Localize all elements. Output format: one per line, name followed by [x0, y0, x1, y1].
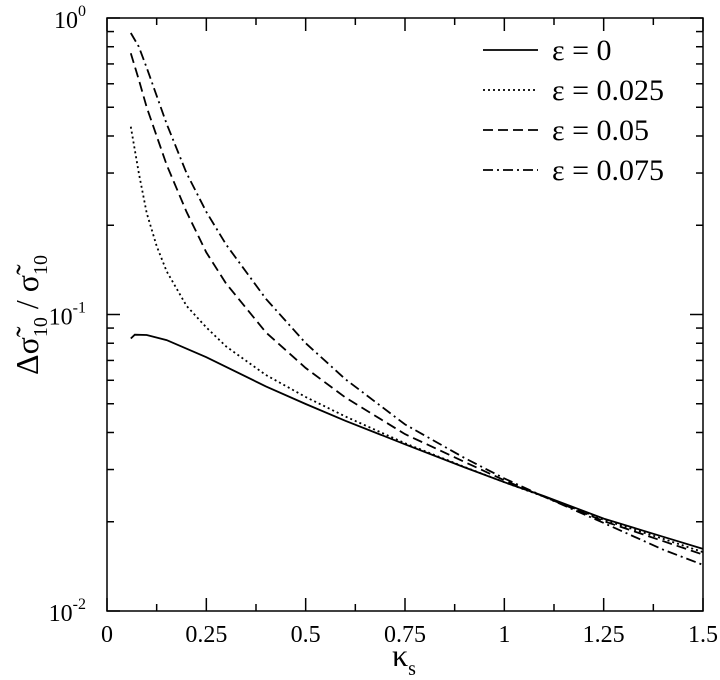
legend: ε = 0 ε = 0.025 ε = 0.05 ε = 0.075: [483, 34, 664, 187]
x-tick-label: 1: [498, 622, 510, 648]
series-group: [129, 32, 704, 566]
y-tick-label: 10-1: [49, 300, 86, 331]
legend-label: ε = 0.05: [552, 114, 649, 147]
x-tick-label: 0.5: [291, 622, 321, 648]
x-tick-label: 0.25: [185, 622, 227, 648]
axis-ticks: 0 0.25 0.5 0.75 1 1.25 1.5 10-2 10-1 100: [49, 3, 718, 648]
y-axis-label: Δσ̃10 / σ̃10: [9, 255, 52, 375]
y-tick-label: 100: [54, 3, 86, 34]
legend-label: ε = 0.075: [552, 154, 664, 187]
x-tick-label: 0.75: [384, 622, 426, 648]
x-tick-label: 1.5: [688, 622, 718, 648]
y-axis-label-sub: 10: [30, 317, 52, 337]
x-axis-label: κs: [392, 637, 416, 680]
legend-label: ε = 0: [552, 34, 612, 67]
series-line-1: [129, 126, 704, 553]
y-tick-label: 10-2: [49, 596, 86, 627]
x-axis-label-subscript: s: [408, 658, 416, 680]
series-line-3: [130, 32, 704, 566]
legend-label: ε = 0.025: [552, 74, 664, 107]
x-tick-label: 0: [101, 622, 113, 648]
series-line-0: [130, 333, 704, 550]
y-axis-label-sub: 10: [30, 255, 52, 275]
x-tick-label: 1.25: [583, 622, 625, 648]
